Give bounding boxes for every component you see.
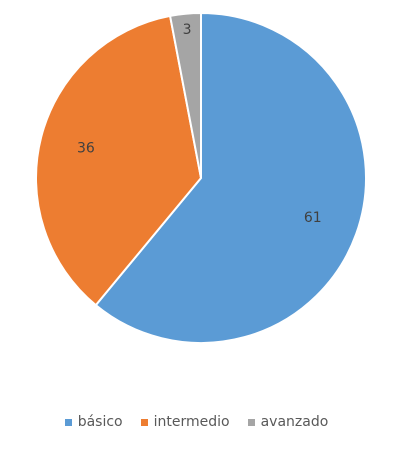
pie-chart-svg: 61 36 3 xyxy=(35,11,367,344)
legend: básico intermedio avanzado xyxy=(0,410,393,434)
legend-label-intermedio: intermedio xyxy=(153,414,230,430)
legend-label-avanzado: avanzado xyxy=(260,414,329,430)
pie-slice-1 xyxy=(35,14,203,307)
legend-swatch-avanzado xyxy=(247,418,255,426)
legend-swatch-basico xyxy=(64,418,72,426)
pie-data-label-1: 36 xyxy=(77,140,95,156)
legend-item-basico: básico xyxy=(64,414,123,430)
legend-label-basico: básico xyxy=(77,414,123,430)
pie-chart: 61 36 3 xyxy=(35,11,367,344)
pie-data-label-0: 61 xyxy=(304,210,322,226)
legend-item-intermedio: intermedio xyxy=(140,414,230,430)
pie-slice-2 xyxy=(168,11,202,179)
pie-data-label-2: 3 xyxy=(183,22,192,38)
legend-item-avanzado: avanzado xyxy=(247,414,329,430)
pie-slice-0 xyxy=(94,11,367,344)
legend-swatch-intermedio xyxy=(140,418,148,426)
